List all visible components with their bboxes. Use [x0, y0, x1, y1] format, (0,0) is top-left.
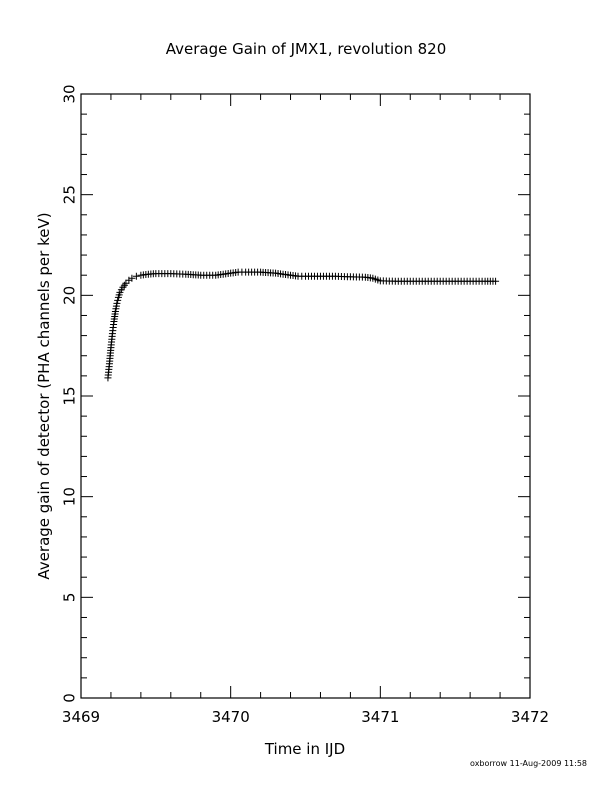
chart-title: Average Gain of JMX1, revolution 820: [166, 40, 447, 58]
x-tick-label: 3469: [62, 708, 100, 726]
y-tick-label: 20: [61, 286, 79, 305]
data-point: [132, 272, 140, 280]
y-tick-label: 5: [61, 593, 79, 603]
x-tick-label: 3472: [511, 708, 549, 726]
data-point: [114, 296, 122, 304]
y-tick-label: 30: [61, 84, 79, 103]
y-axis-label: Average gain of detector (PHA channels p…: [35, 212, 53, 579]
y-tick-labels: 0 5 10 15 20 25 30: [61, 84, 79, 702]
data-points: [104, 268, 500, 382]
axis-ticks: [80, 93, 531, 699]
timestamp-stamp: oxborrow 11-Aug-2009 11:58: [470, 759, 587, 768]
data-point: [128, 274, 136, 282]
data-point: [122, 279, 130, 287]
x-tick-label: 3471: [361, 708, 399, 726]
data-point: [492, 277, 500, 285]
plot-frame: [80, 93, 531, 699]
x-axis-label: Time in IJD: [264, 740, 345, 758]
data-point: [113, 299, 121, 307]
y-tick-label: 25: [61, 185, 79, 204]
y-tick-label: 15: [61, 386, 79, 405]
x-tick-labels: 3469 3470 3471 3472: [62, 708, 549, 726]
y-tick-label: 0: [61, 693, 79, 703]
x-tick-label: 3470: [212, 708, 250, 726]
y-tick-label: 10: [61, 487, 79, 506]
